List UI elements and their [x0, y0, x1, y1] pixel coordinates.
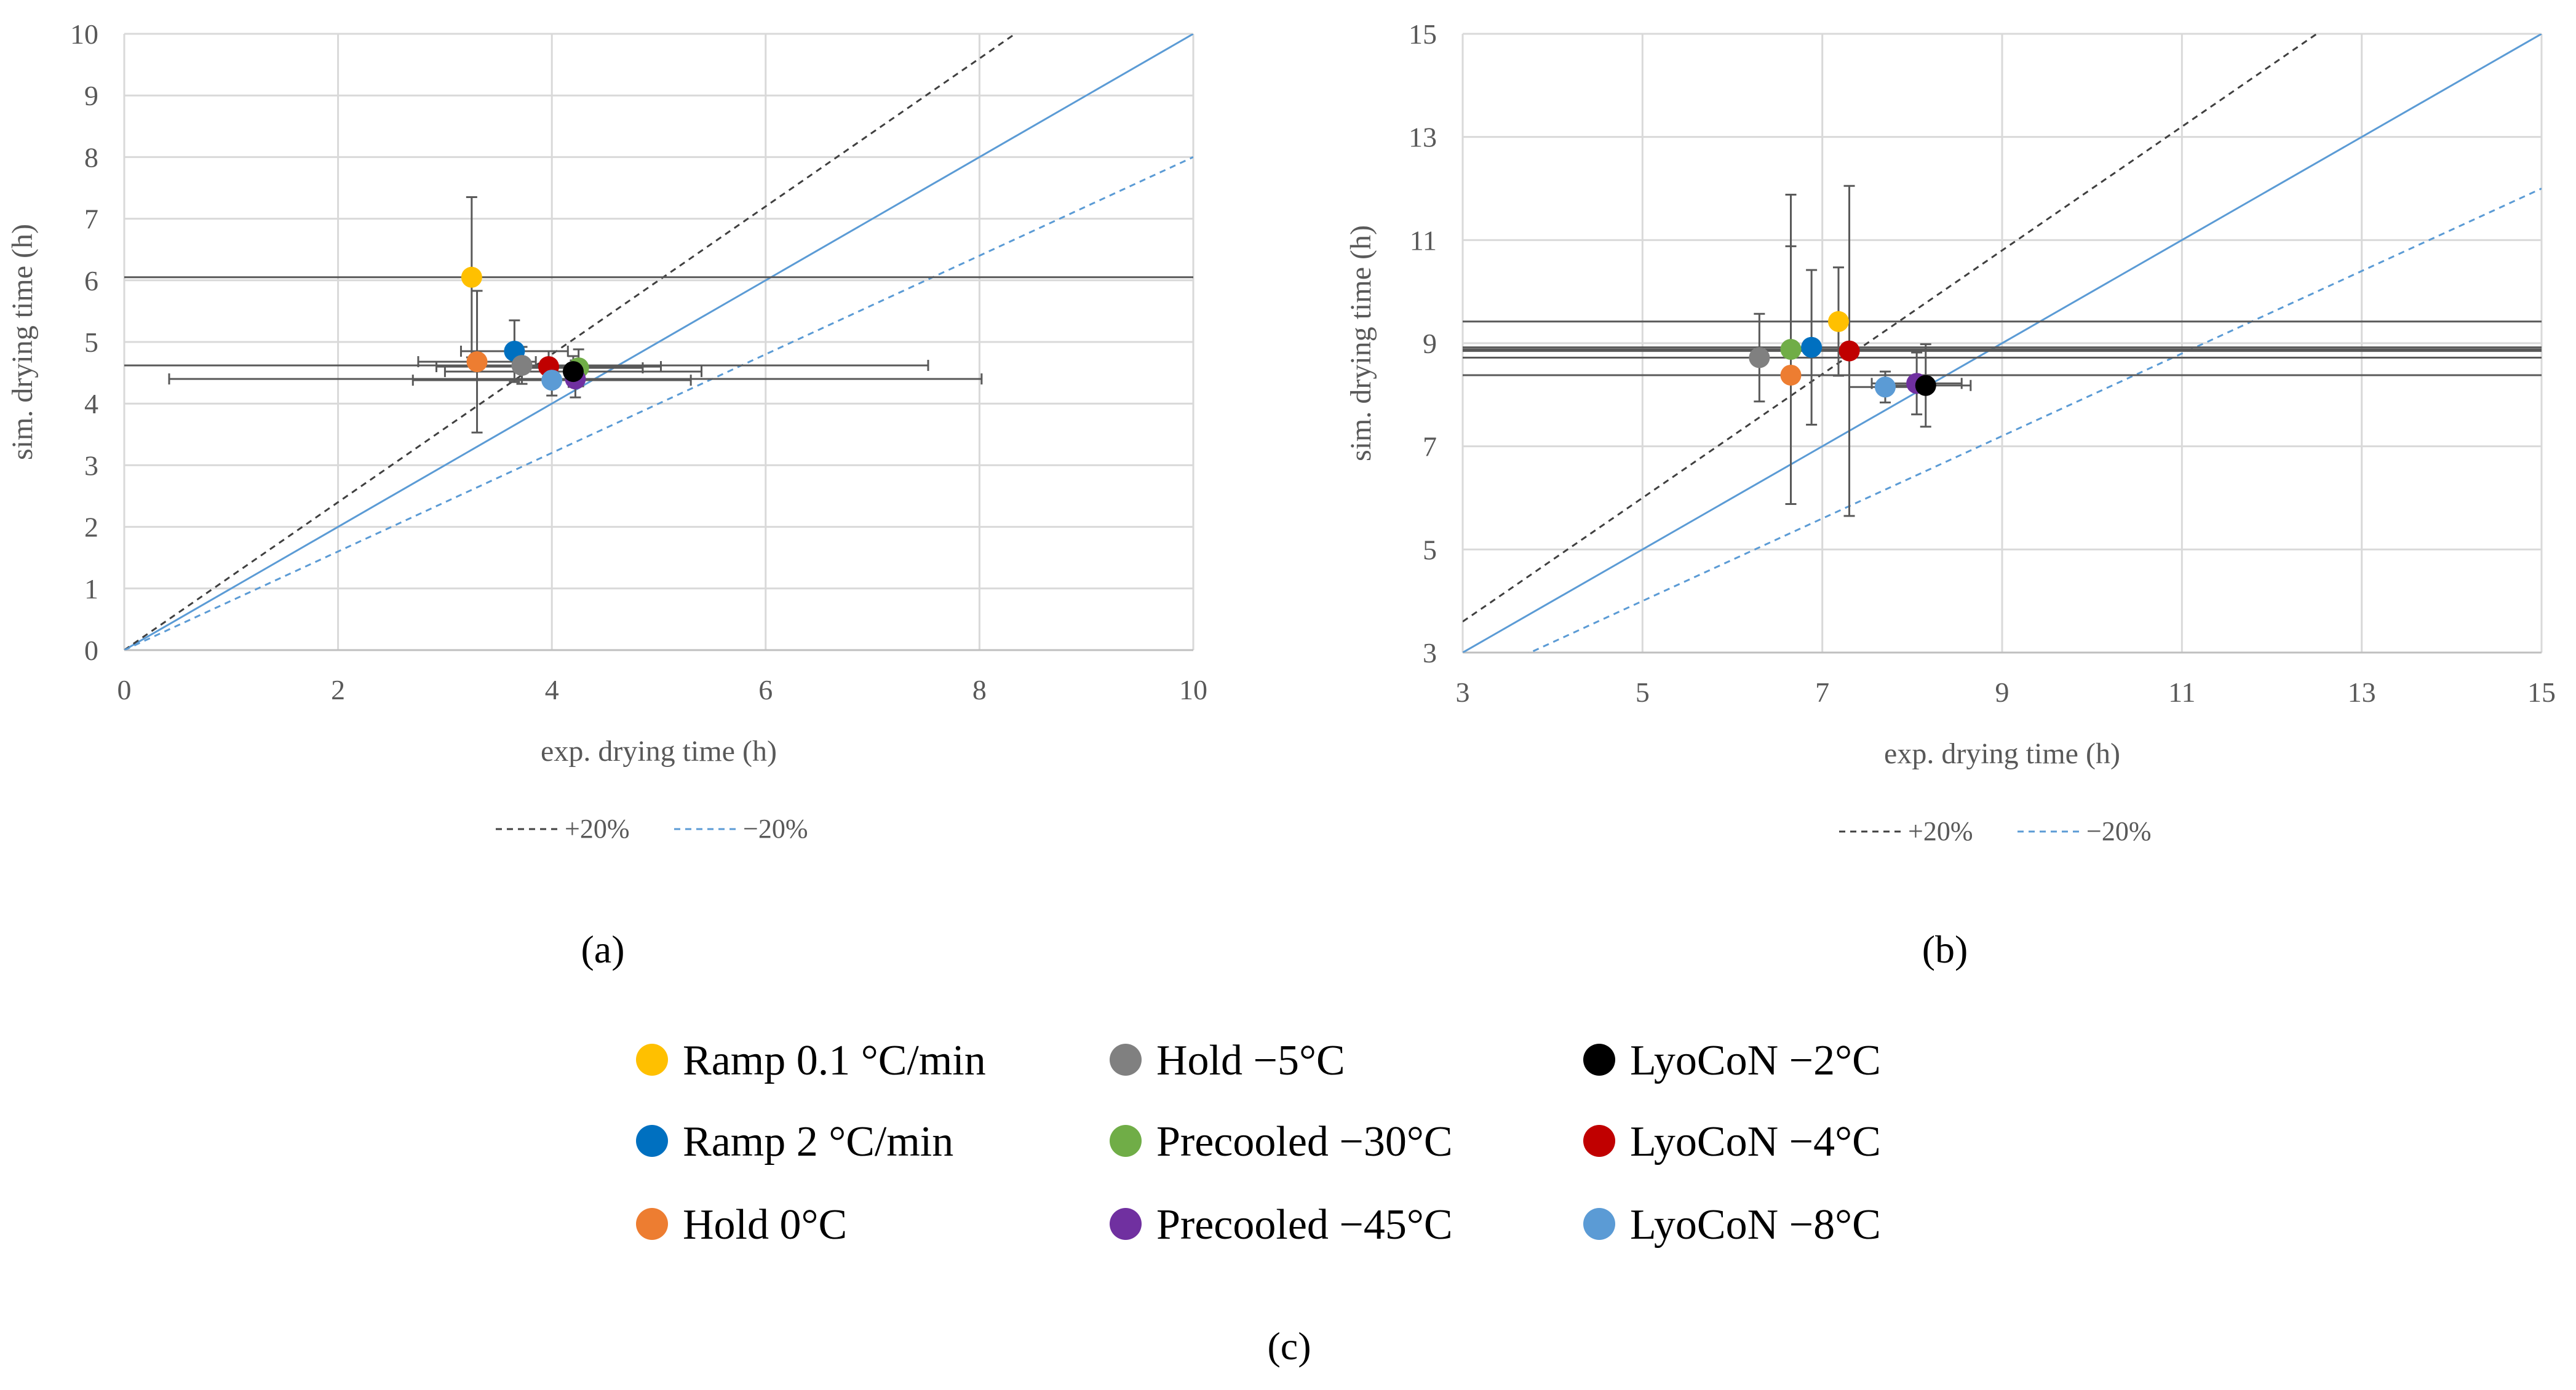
legend-label: Hold −5°C [1156, 1037, 1345, 1084]
reference-lines [1463, 34, 2542, 653]
legend-label: Precooled −45°C [1156, 1201, 1453, 1249]
data-point [466, 351, 488, 373]
data-point [1749, 347, 1770, 368]
y-tick-label: 9 [84, 80, 98, 111]
plus-20-percent-line [1463, 34, 2319, 622]
data-point [461, 266, 482, 288]
legend-label: Ramp 0.1 °C/min [683, 1037, 986, 1084]
minus-20-percent-line [124, 156, 1193, 650]
x-tick-label: 3 [1456, 677, 1470, 708]
chart-panel-b: 3 5 7 9 11 13 15 3 5 7 9 11 13 15 exp. drying time (h)… [1345, 18, 2556, 846]
panel-label-b: (b) [1922, 927, 1968, 971]
minus-20-percent-line [1528, 188, 2542, 653]
data-point [1801, 336, 1823, 358]
legend-marker [1110, 1044, 1142, 1076]
x-tick-label: 9 [1995, 677, 2010, 708]
data-point [1780, 364, 1802, 386]
x-tick-label: 5 [1636, 677, 1650, 708]
y-tick-label: 3 [84, 450, 98, 481]
y-tick-label: 0 [84, 635, 98, 666]
x-tick-label: 4 [545, 674, 559, 705]
data-point [511, 355, 533, 376]
data-points [124, 196, 1193, 434]
y-tick-label: 13 [1409, 122, 1437, 153]
y-tick-label: 15 [1409, 18, 1437, 50]
y-tick-label: 5 [1423, 534, 1437, 565]
reference-lines [124, 34, 1193, 650]
y-tick-label: 1 [84, 573, 98, 605]
legend-marker [1110, 1208, 1142, 1240]
data-point [1827, 311, 1849, 332]
legend-marker [1583, 1125, 1615, 1157]
data-point [1874, 376, 1896, 398]
y-tick-label: 8 [84, 141, 98, 173]
legend-label-plus-20: +20% [565, 814, 629, 844]
y-tick-label: 4 [84, 388, 98, 419]
legend-label: Precooled −30°C [1156, 1118, 1453, 1166]
legend-marker [1110, 1125, 1142, 1157]
legend-label: Ramp 2 °C/min [683, 1118, 953, 1166]
identity-line [1463, 34, 2542, 653]
y-tick-label: 11 [1410, 224, 1437, 256]
x-tick-label: 10 [1179, 674, 1207, 705]
legend-marker [636, 1044, 668, 1076]
legend-label-minus-20: −20% [2086, 816, 2151, 846]
x-tick-label: 6 [758, 674, 773, 705]
legend-label-plus-20: +20% [1908, 816, 1973, 846]
x-tick-label: 2 [331, 674, 345, 705]
data-point [1780, 339, 1802, 360]
y-axis-title: sim. drying time (h) [6, 224, 39, 460]
y-axis-title: sim. drying time (h) [1345, 225, 1377, 461]
legend-label: Hold 0°C [683, 1201, 847, 1249]
y-tick-label: 5 [84, 327, 98, 358]
y-tick-label: 9 [1423, 328, 1437, 359]
marker-legend: Ramp 0.1 °C/min Ramp 2 °C/min Hold 0°C Hold… [636, 1037, 1881, 1249]
data-point [541, 370, 563, 391]
y-tick-label: 7 [84, 204, 98, 235]
x-tick-label: 15 [2527, 677, 2556, 708]
legend-marker [1583, 1044, 1615, 1076]
legend-label: LyoCoN −8°C [1630, 1201, 1881, 1249]
chart-panel-a: 0 2 4 6 8 10 0 1 2 3 4 5 6 7 8 9 10 exp. drying time (h) s… [6, 18, 1207, 844]
y-tick-label: 10 [70, 18, 98, 50]
legend-marker [636, 1125, 668, 1157]
y-tick-label: 2 [84, 512, 98, 543]
legend-caption: (c) [1267, 1324, 1311, 1368]
data-point [1915, 375, 1936, 396]
y-tick-label: 3 [1423, 637, 1437, 669]
legend-marker [1583, 1208, 1615, 1240]
y-tick-label: 7 [1423, 431, 1437, 463]
x-axis-title: exp. drying time (h) [1884, 737, 2120, 770]
x-tick-label: 8 [972, 674, 987, 705]
x-tick-label: 7 [1815, 677, 1829, 708]
legend-label: LyoCoN −2°C [1630, 1037, 1881, 1084]
legend-label-minus-20: −20% [743, 814, 808, 844]
x-tick-label: 11 [2168, 677, 2195, 708]
identity-line [124, 34, 1193, 650]
x-tick-label: 0 [117, 674, 132, 705]
legend-label: LyoCoN −4°C [1630, 1118, 1881, 1166]
data-points [1463, 185, 2542, 517]
data-point [562, 361, 584, 383]
legend-marker [636, 1208, 668, 1240]
panel-label-a: (a) [581, 927, 624, 971]
x-axis-title: exp. drying time (h) [541, 735, 777, 768]
y-tick-label: 6 [84, 265, 98, 296]
data-point [1839, 340, 1860, 362]
plus-20-percent-line [124, 34, 1017, 650]
x-tick-label: 13 [2348, 677, 2376, 708]
